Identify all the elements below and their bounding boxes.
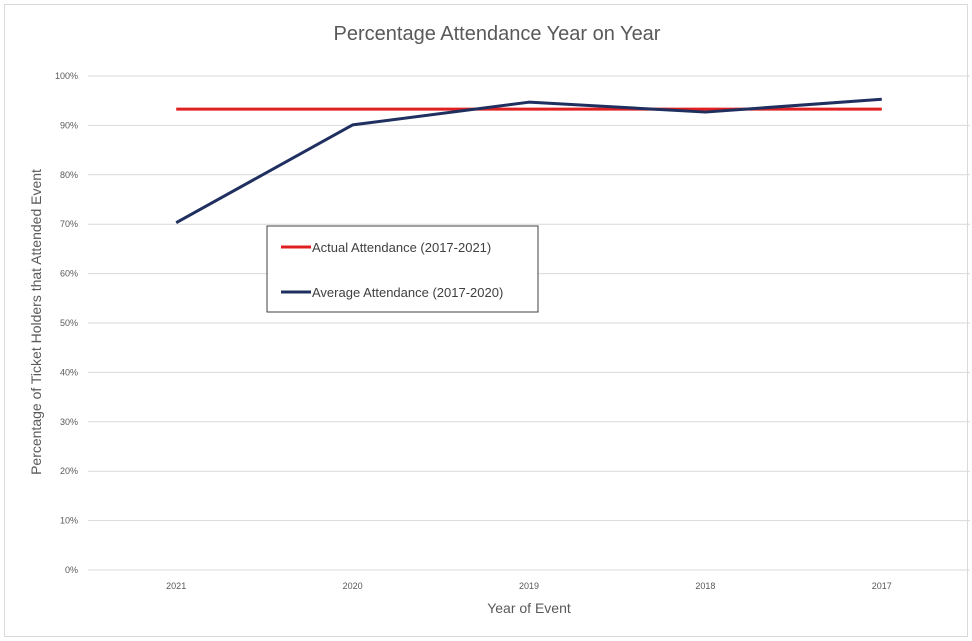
y-tick-label: 100%: [55, 71, 78, 81]
chart-title: Percentage Attendance Year on Year: [334, 23, 661, 45]
y-tick-label: 20%: [60, 466, 78, 476]
x-tick-label: 2021: [166, 581, 186, 591]
y-axis-label: Percentage of Ticket Holders that Attend…: [28, 169, 44, 475]
series-lines: [175, 97, 882, 225]
y-tick-label: 0%: [65, 565, 78, 575]
y-tick-label: 80%: [60, 170, 78, 180]
series-line-1: [175, 97, 882, 225]
y-tick-label: 40%: [60, 367, 78, 377]
legend: Actual Attendance (2017-2021) Average At…: [266, 225, 539, 313]
legend-box: [266, 225, 539, 313]
y-tick-label: 30%: [60, 417, 78, 427]
y-tick-label: 10%: [60, 516, 78, 526]
y-tick-label: 90%: [60, 120, 78, 130]
y-tick-label: 60%: [60, 269, 78, 279]
x-axis-ticks: 2021 2020 2019 2018 2017: [166, 581, 892, 591]
legend-label-average: Average Attendance (2017-2020): [312, 285, 503, 300]
y-axis-ticks: 0% 10% 20% 30% 40% 50% 60% 70% 80% 90% 100%: [55, 71, 78, 575]
x-tick-label: 2017: [872, 581, 892, 591]
x-tick-label: 2020: [343, 581, 363, 591]
y-tick-label: 70%: [60, 219, 78, 229]
gridlines: [88, 75, 970, 571]
x-tick-label: 2019: [519, 581, 539, 591]
x-axis-label: Year of Event: [487, 600, 571, 616]
x-tick-label: 2018: [695, 581, 715, 591]
legend-label-actual: Actual Attendance (2017-2021): [312, 240, 491, 255]
y-tick-label: 50%: [60, 318, 78, 328]
